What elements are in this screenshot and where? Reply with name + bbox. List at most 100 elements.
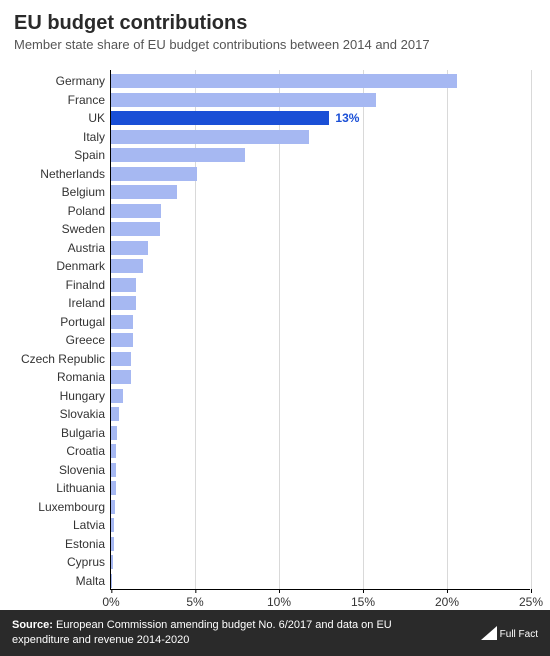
country-label: Finalnd [11,278,111,292]
bar [111,518,114,532]
chart-title: EU budget contributions [14,12,536,35]
bar-row: Portugal [111,315,530,329]
bar [111,444,116,458]
country-label: Netherlands [11,167,111,181]
bar-row: Malta [111,574,530,588]
country-label: Cyprus [11,555,111,569]
bar [111,463,116,477]
x-tick-label: 10% [267,589,291,609]
country-label: Sweden [11,222,111,236]
country-label: Lithuania [11,481,111,495]
source-text: European Commission amending budget No. … [12,619,392,646]
x-tick-label: 20% [435,589,459,609]
x-tick-label: 5% [186,589,203,609]
bar-row: Ireland [111,296,530,310]
bar [111,370,131,384]
source-line: Source: European Commission amending bud… [12,618,452,648]
bar [111,315,133,329]
bar [111,204,161,218]
bar [111,537,114,551]
country-label: Spain [11,148,111,162]
bar [111,278,136,292]
bar [111,130,309,144]
country-label: Germany [11,74,111,88]
bar-row: Netherlands [111,167,530,181]
bar-row: Poland [111,204,530,218]
country-label: France [11,93,111,107]
country-label: Portugal [11,315,111,329]
chart-subtitle: Member state share of EU budget contribu… [14,37,536,52]
footer: Source: European Commission amending bud… [0,610,550,656]
bar-row: Cyprus [111,555,530,569]
x-tick-label: 15% [351,589,375,609]
country-label: Greece [11,333,111,347]
bar [111,389,123,403]
chart-header: EU budget contributions Member state sha… [0,0,550,56]
source-label: Source: [12,619,53,631]
bar-row: Czech Republic [111,352,530,366]
bar [111,555,113,569]
bar-row: Croatia [111,444,530,458]
bar-row: Slovakia [111,407,530,421]
bar-row: Greece [111,333,530,347]
country-label: Slovakia [11,407,111,421]
bar [111,93,376,107]
country-label: Poland [11,204,111,218]
logo-text: Full Fact [500,629,538,640]
bar [111,296,136,310]
value-label: 13% [329,111,359,125]
country-label: Bulgaria [11,426,111,440]
bar [111,407,119,421]
bar [111,167,197,181]
bar-row: Sweden [111,222,530,236]
country-label: Romania [11,370,111,384]
country-label: Czech Republic [11,352,111,366]
country-label: Denmark [11,259,111,273]
bar-row: Slovenia [111,463,530,477]
bar-row: Romania [111,370,530,384]
country-label: Italy [11,130,111,144]
bar [111,148,245,162]
bar-row: Latvia [111,518,530,532]
country-label: Hungary [11,389,111,403]
bar-row: France [111,93,530,107]
country-label: Croatia [11,444,111,458]
x-tick-label: 0% [102,589,119,609]
bar-row: Italy [111,130,530,144]
bar [111,426,117,440]
logo-triangle-icon [481,626,497,640]
bar-row: Spain [111,148,530,162]
country-label: Austria [11,241,111,255]
bar [111,352,131,366]
bar-row: Denmark [111,259,530,273]
country-label: Ireland [11,296,111,310]
bar [111,481,116,495]
country-label: UK [11,111,111,125]
bar [111,111,329,125]
bar [111,259,143,273]
bar-row: Finalnd [111,278,530,292]
bar-row: UK13% [111,111,530,125]
country-label: Estonia [11,537,111,551]
bar [111,185,177,199]
bar [111,574,112,588]
bar-row: Lithuania [111,481,530,495]
bar-row: Luxembourg [111,500,530,514]
bar [111,241,148,255]
fullfact-logo: Full Fact [481,626,538,640]
chart-container: EU budget contributions Member state sha… [0,0,550,656]
bar [111,222,160,236]
bar-row: Germany [111,74,530,88]
country-label: Latvia [11,518,111,532]
gridline [531,70,532,589]
bar-row: Austria [111,241,530,255]
country-label: Malta [11,574,111,588]
country-label: Belgium [11,185,111,199]
x-tick-label: 25% [519,589,543,609]
bar-row: Hungary [111,389,530,403]
bar [111,500,115,514]
country-label: Slovenia [11,463,111,477]
country-label: Luxembourg [11,500,111,514]
bar-row: Estonia [111,537,530,551]
bar [111,333,133,347]
